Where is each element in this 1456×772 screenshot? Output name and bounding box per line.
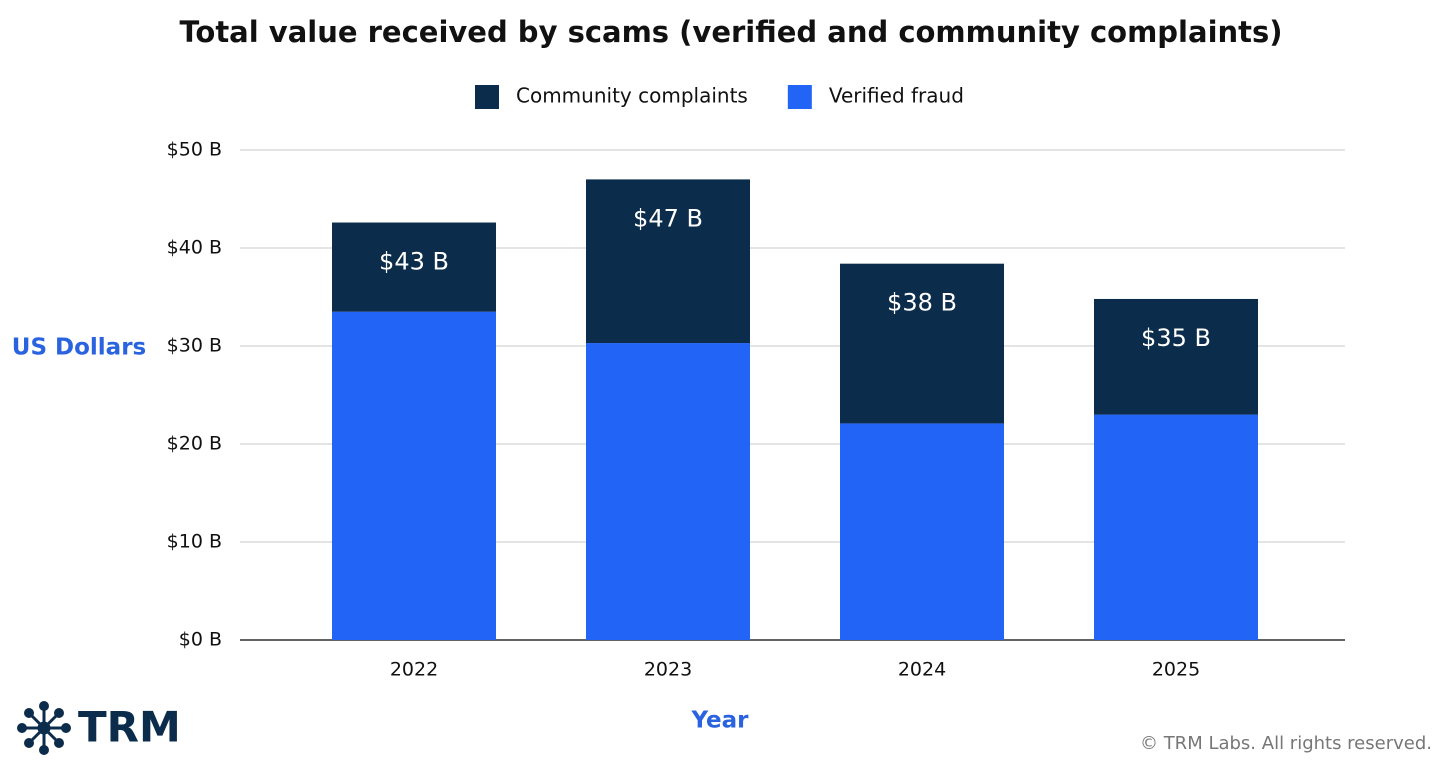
- total-label: $47 B: [633, 204, 703, 232]
- bar-segment: [1094, 414, 1258, 640]
- bar-segment: [586, 179, 750, 344]
- bar-segment: [840, 263, 1004, 424]
- x-axis-title: Year: [690, 708, 749, 734]
- bar-segment: [1094, 298, 1258, 415]
- bar-segment: [332, 222, 496, 312]
- y-tick-label: $30 B: [167, 335, 222, 357]
- legend-swatch: [475, 85, 499, 109]
- chart-title: Total value received by scams (verified …: [179, 15, 1282, 49]
- total-label: $38 B: [887, 289, 957, 317]
- y-tick-label: $50 B: [167, 139, 222, 161]
- legend-label: Verified fraud: [829, 84, 964, 108]
- bar-segment: [840, 423, 1004, 640]
- bar-segment: [586, 343, 750, 640]
- x-tick-label: 2023: [644, 659, 692, 681]
- total-label: $43 B: [379, 248, 449, 276]
- y-axis-title: US Dollars: [12, 335, 146, 361]
- logo-icon: [17, 701, 71, 755]
- x-tick-label: 2025: [1152, 659, 1200, 681]
- y-tick-label: $20 B: [167, 433, 222, 455]
- y-tick-label: $10 B: [167, 531, 222, 553]
- bar-segment: [332, 311, 496, 640]
- total-label: $35 B: [1141, 324, 1211, 352]
- x-tick-label: 2022: [390, 659, 438, 681]
- x-tick-label: 2024: [898, 659, 946, 681]
- copyright: © TRM Labs. All rights reserved.: [1140, 733, 1432, 754]
- y-tick-label: $0 B: [179, 629, 222, 651]
- legend-swatch: [787, 85, 812, 109]
- y-tick-label: $40 B: [167, 237, 222, 259]
- legend-label: Community complaints: [516, 84, 748, 108]
- logo-text: TRM: [78, 703, 181, 752]
